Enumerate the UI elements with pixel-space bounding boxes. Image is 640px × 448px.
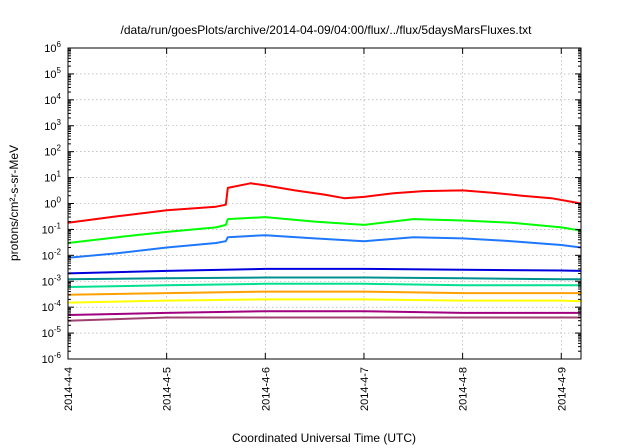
x-axis-label: Coordinated Universal Time (UTC) xyxy=(232,431,416,445)
series-line-1 xyxy=(67,182,582,224)
y-tick-label: 104 xyxy=(44,92,61,107)
grid-lines xyxy=(68,48,581,359)
series-group xyxy=(67,182,582,322)
x-tick-label: 2014-4-5 xyxy=(162,367,174,411)
y-tick-label: 10-6 xyxy=(42,351,62,366)
y-tick-label: 10-1 xyxy=(42,221,62,236)
x-tick-label: 2014-4-4 xyxy=(63,367,75,411)
series-line-2 xyxy=(67,216,582,244)
y-tick-label: 106 xyxy=(44,40,61,55)
series-line-7 xyxy=(67,290,581,296)
axis-ticks xyxy=(67,47,581,360)
x-tick-label: 2014-4-9 xyxy=(556,367,568,411)
y-tick-label: 100 xyxy=(44,196,61,211)
x-tick-labels: 2014-4-4 2014-4-5 2014-4-6 2014-4-7 2014-4-8… xyxy=(63,367,568,411)
y-axis-label: protons/cm²-s-sr-MeV xyxy=(7,145,21,261)
y-tick-label: 10-2 xyxy=(42,247,62,262)
x-tick-label: 2014-4-7 xyxy=(359,367,371,411)
y-tick-label: 102 xyxy=(44,144,61,159)
x-tick-label: 2014-4-6 xyxy=(260,367,272,411)
y-tick-label: 103 xyxy=(44,118,61,133)
y-tick-labels: 10-6 10-5 10-4 10-3 10-2 10-1 100 101 102 103 104 1… xyxy=(42,40,62,366)
y-tick-label: 105 xyxy=(44,66,61,81)
series-line-8 xyxy=(67,298,582,304)
series-line-10 xyxy=(67,316,581,322)
y-tick-label: 10-5 xyxy=(42,325,62,340)
series-line-6 xyxy=(67,282,581,288)
series-line-4 xyxy=(67,267,582,275)
series-line-3 xyxy=(67,234,582,259)
chart-title: /data/run/goesPlots/archive/2014-04-09/0… xyxy=(121,23,533,37)
x-tick-label: 2014-4-8 xyxy=(458,367,470,411)
y-tick-label: 101 xyxy=(44,170,61,185)
y-tick-label: 10-3 xyxy=(42,273,62,288)
y-tick-label: 10-4 xyxy=(42,299,62,314)
series-line-5 xyxy=(67,276,581,281)
series-line-9 xyxy=(67,310,581,316)
